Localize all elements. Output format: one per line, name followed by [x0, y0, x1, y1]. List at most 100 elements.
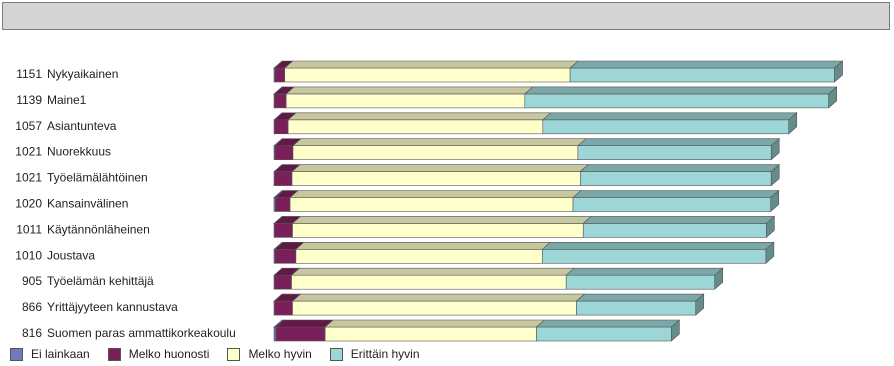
legend-swatch-melko-huonosti: [107, 347, 121, 361]
bar-segment: [576, 300, 697, 316]
bar-segment: [295, 249, 543, 264]
bar-segment-top: [291, 164, 590, 172]
legend-item-melko-hyvin: Melko hyvin: [227, 347, 312, 361]
bar-segment: [292, 300, 577, 316]
bar-segment-top: [579, 164, 781, 172]
category-label: Työelämän kehittäjä: [47, 274, 154, 288]
bar-segment-top: [541, 242, 775, 250]
legend-swatch-melko-hyvin: [227, 347, 241, 361]
bar-segment: [285, 93, 526, 109]
chart-title-bar: [2, 2, 890, 30]
bar-segment-top: [291, 216, 593, 224]
category-count-label: 1020: [15, 197, 42, 211]
legend-item-erittain-hyvin: Erittäin hyvin: [329, 347, 420, 361]
bar-segment-top: [565, 267, 724, 276]
bar-segment: [274, 93, 287, 109]
bar-segment: [287, 119, 544, 135]
bar-segment: [542, 249, 767, 264]
bar-segment: [274, 249, 297, 264]
bar-segment: [289, 197, 574, 212]
bar-segment-top: [542, 112, 798, 121]
bar-segment: [582, 223, 767, 238]
category-label: Nykyaikainen: [47, 67, 118, 81]
bar-segment-top: [577, 138, 781, 146]
stacked-bar-chart: 1151 Nykyaikainen 1139 Maine1 1057 Asiantunte…: [15, 60, 844, 342]
bar-end-face: [770, 163, 780, 187]
bar-segment: [291, 171, 581, 186]
category-count-label: 1010: [15, 248, 42, 262]
category-label: Työelämälähtöinen: [47, 171, 148, 185]
bar-segment: [542, 119, 790, 135]
bar-segment: [292, 145, 579, 160]
bar-segment-top: [535, 319, 681, 328]
bar-end-face: [770, 138, 780, 161]
bar-segment-top: [524, 86, 838, 95]
bar-end-face: [671, 319, 680, 342]
bar-segment-top: [285, 86, 534, 95]
category-label: Asiantunteva: [47, 119, 117, 133]
bar-segment: [569, 67, 835, 83]
category-count-label: 1011: [16, 222, 42, 236]
category-count-label: 1021: [15, 145, 42, 159]
category-label: Kansainvälinen: [47, 197, 128, 211]
legend-label-melko-huonosti: Melko huonosti: [128, 347, 210, 361]
category-count-label: 1057: [15, 119, 42, 133]
bar-segment-top: [290, 267, 575, 276]
bar-segment-top: [582, 216, 776, 224]
bar-segment: [274, 223, 293, 238]
bar-segment: [275, 197, 291, 212]
category-label: Käytännönläheinen: [47, 222, 150, 236]
bar-segment: [572, 197, 772, 212]
bar-segment-top: [292, 138, 587, 146]
bar-segment: [577, 145, 772, 160]
legend-label-erittain-hyvin: Erittäin hyvin: [350, 347, 420, 361]
bar-segment: [524, 93, 829, 109]
legend-item-ei-lainkaan: Ei lainkaan: [10, 347, 90, 361]
legend-item-melko-huonosti: Melko huonosti: [107, 347, 210, 361]
bar-segment-top: [295, 242, 552, 250]
category-count-label: 1139: [16, 93, 42, 107]
bar-segment: [292, 223, 584, 238]
bar-segment: [536, 326, 672, 342]
category-count-label: 866: [22, 300, 42, 314]
category-label: Suomen paras ammattikorkeakoulu: [47, 326, 236, 340]
category-count-label: 905: [22, 274, 42, 288]
bar-segment: [284, 67, 571, 83]
bar-end-face: [714, 267, 724, 290]
bar-segment: [324, 326, 537, 342]
chart-legend: Ei lainkaan Melko huonosti Melko hyvin E…: [10, 345, 438, 363]
bar-segment: [274, 67, 286, 83]
category-label: Nuorekkuus: [47, 145, 111, 159]
category-label: Yrittäjyyteen kannustava: [47, 300, 178, 314]
bar-segment-top: [283, 60, 579, 69]
bar-segment-top: [291, 293, 586, 302]
bar-segment-top: [289, 190, 582, 198]
bar-segment: [274, 300, 293, 316]
bar-segment-top: [324, 319, 546, 328]
legend-label-melko-hyvin: Melko hyvin: [248, 347, 312, 361]
legend-label-ei-lainkaan: Ei lainkaan: [31, 347, 90, 361]
bar-end-face: [770, 189, 780, 213]
bar-end-face: [695, 293, 705, 316]
category-count-label: 816: [22, 326, 42, 340]
bar-segment: [274, 274, 292, 290]
bar-segment-top: [569, 60, 844, 69]
bar-end-face: [828, 86, 837, 109]
bar-segment-top: [287, 112, 552, 121]
bar-end-face: [766, 215, 775, 239]
bar-end-face: [788, 112, 798, 135]
bar-end-face: [765, 241, 775, 264]
category-label: Maine1: [47, 93, 87, 107]
category-label: Joustava: [47, 248, 95, 262]
bar-end-face: [834, 60, 843, 83]
bar-segment: [274, 145, 294, 160]
bar-segment-top: [575, 293, 705, 302]
bar-segment: [275, 326, 326, 342]
bar-segment: [291, 274, 567, 290]
bar-segment-top: [572, 190, 780, 198]
bar-segment: [580, 171, 772, 186]
bar-segment: [565, 274, 716, 290]
legend-swatch-erittain-hyvin: [329, 347, 343, 361]
bar-segment-top: [275, 319, 334, 328]
bar-segment: [274, 171, 293, 186]
